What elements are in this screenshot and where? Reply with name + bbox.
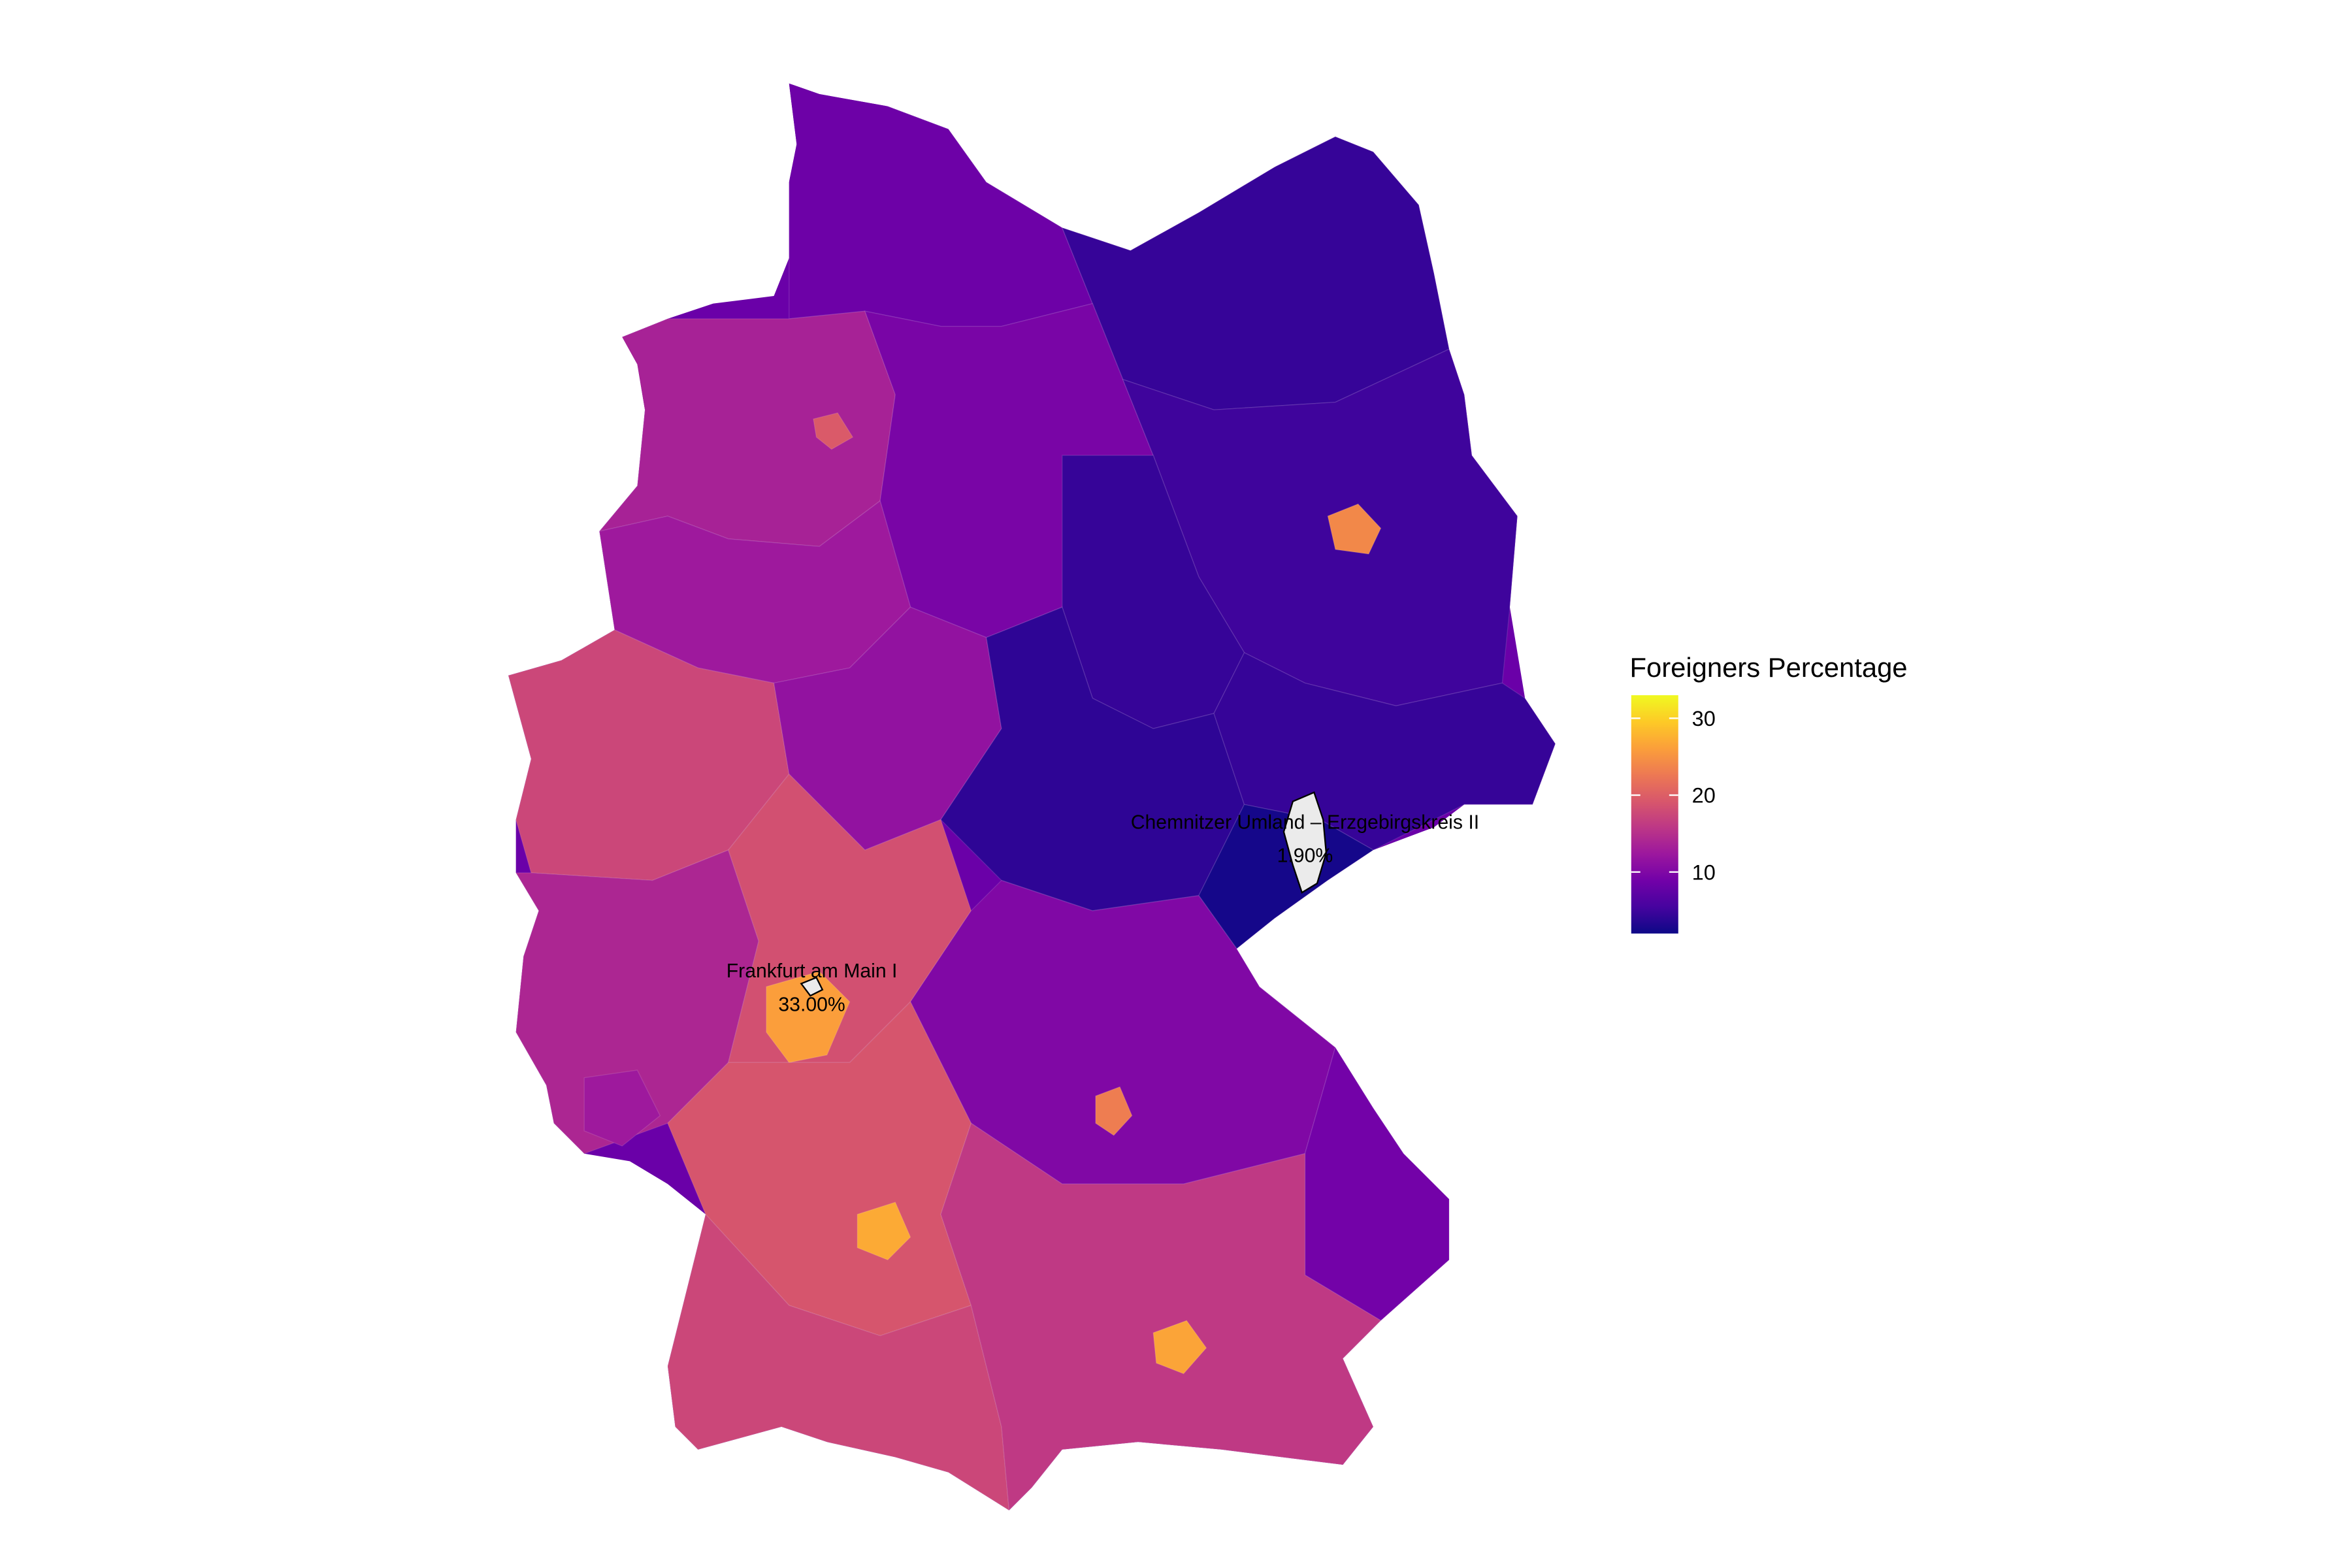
- region-mecklenburg-vorpommern: [1061, 136, 1450, 411]
- legend-tick-label: 30: [1692, 707, 1716, 730]
- highlight-chemnitz-outline[interactable]: [1282, 791, 1328, 894]
- region-bayern-south: [940, 1122, 1382, 1511]
- frankfurt-label-name: Frankfurt am Main I: [727, 960, 898, 982]
- legend-colorbar: [1631, 695, 1678, 934]
- legend-tick-label: 20: [1692, 784, 1716, 808]
- chemnitz-label-name: Chemnitzer Umland – Erzgebirgskreis II: [1131, 812, 1479, 834]
- region-bayern-east: [1259, 986, 1450, 1322]
- district-layer: [508, 83, 1556, 1511]
- legend-ticks: 10 20 30: [1631, 707, 1716, 884]
- region-saarland: [583, 1070, 661, 1147]
- region-frankfurt-region: [766, 971, 851, 1064]
- region-bremen: [813, 412, 854, 450]
- chemnitz-label-value: 1.90%: [1277, 845, 1333, 867]
- germany-map: Frankfurt am Main I 33.00% Chemnitzer Um…: [508, 83, 1556, 1511]
- legend-tick-label: 10: [1692, 860, 1716, 884]
- region-brandenburg: [1122, 348, 1518, 707]
- region-stuttgart: [857, 1201, 911, 1261]
- legend: Foreigners Percentage 10 20 30: [1629, 652, 1908, 934]
- legend-title: Foreigners Percentage: [1629, 652, 1907, 683]
- region-nuernberg: [1095, 1086, 1133, 1136]
- region-berlin: [1327, 503, 1382, 555]
- region-niedersachsen-west: [598, 310, 896, 547]
- highlight-frankfurt-outline[interactable]: [800, 976, 824, 997]
- region-muenchen: [1152, 1320, 1207, 1375]
- region-schleswig-holstein: [789, 83, 1094, 327]
- frankfurt-label-value: 33.00%: [778, 994, 845, 1015]
